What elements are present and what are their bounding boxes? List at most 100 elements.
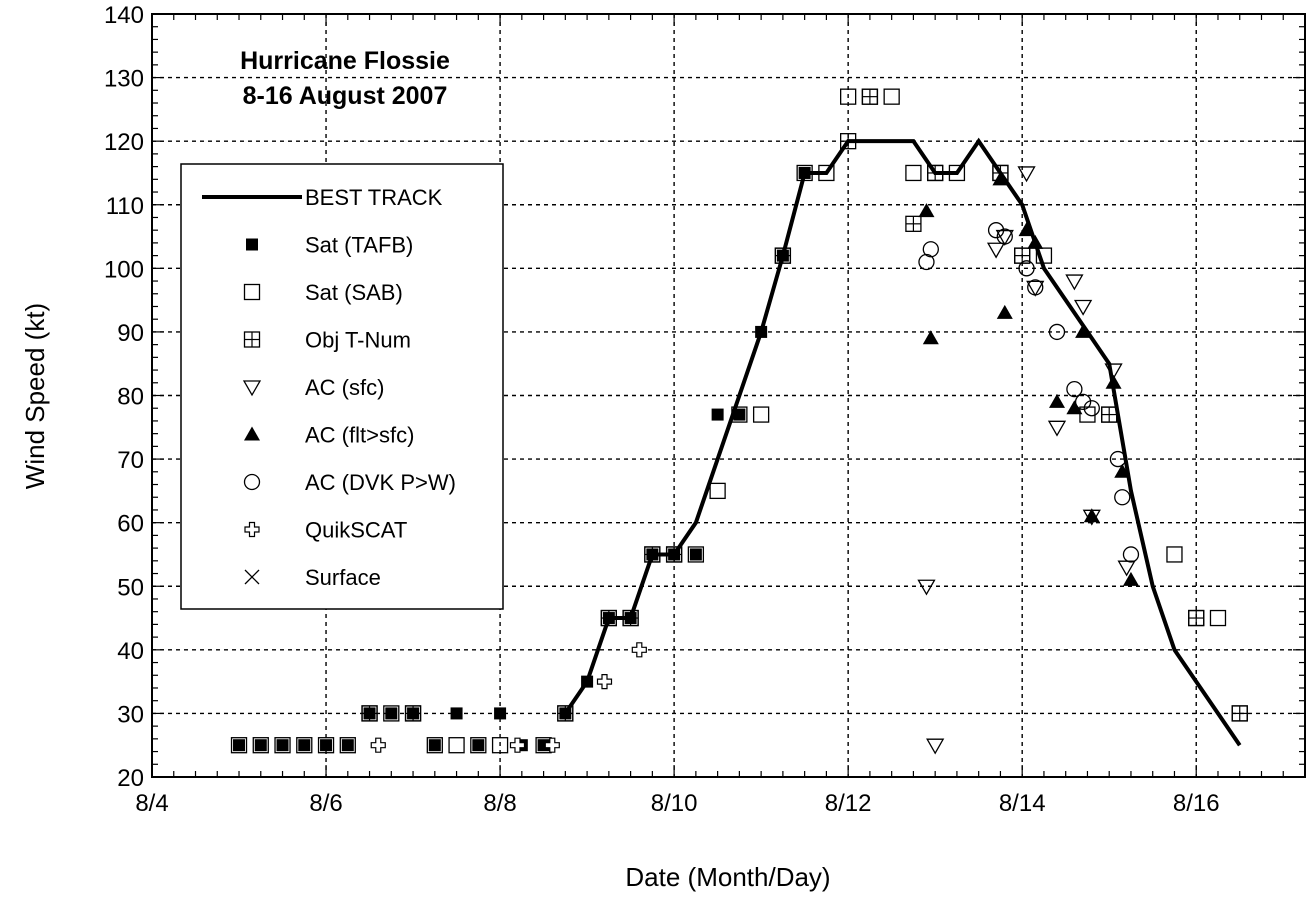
y-axis-title: Wind Speed (kt) <box>20 303 50 489</box>
point-ac-flt-sfc <box>1066 400 1083 415</box>
point-obj-t-num <box>1188 609 1205 627</box>
point-obj-t-num <box>840 133 857 150</box>
point-ac-flt-sfc <box>996 304 1013 319</box>
point-ac-flt-sfc <box>922 330 939 345</box>
point-ac-dvk-p-w <box>996 228 1013 245</box>
point-sat-tafb <box>602 612 615 625</box>
point-ac-flt-sfc <box>992 171 1009 186</box>
point-sat-sab <box>296 737 313 754</box>
point-ac-sfc <box>986 242 1006 259</box>
point-ac-sfc <box>1017 166 1036 183</box>
y-tick-label: 20 <box>117 765 144 792</box>
y-tick-label: 80 <box>117 384 144 411</box>
point-ac-flt-sfc <box>1048 393 1065 408</box>
point-sat-sab <box>426 737 443 754</box>
point-sat-sab <box>709 482 726 500</box>
x-axis-title: Date (Month/Day) <box>625 862 830 892</box>
point-sat-tafb <box>559 707 572 720</box>
legend-symbol-ac-sfc <box>242 380 262 397</box>
legend-item-obj-t-num: Obj T-Num <box>243 328 411 353</box>
point-sat-sab <box>448 737 465 754</box>
legend-label: Sat (SAB) <box>305 280 403 305</box>
y-tick-label: 140 <box>104 2 144 29</box>
legend-item-sat-sab: Sat (SAB) <box>243 280 403 305</box>
point-sat-tafb <box>733 408 746 421</box>
legend-label: QuikSCAT <box>305 518 407 543</box>
point-obj-t-num <box>927 164 944 182</box>
point-sat-sab <box>230 737 248 754</box>
point-quikscat <box>370 737 386 753</box>
point-sat-sab <box>491 737 509 754</box>
legend-symbol-ac-flt-sfc <box>244 426 260 441</box>
point-ac-flt-sfc <box>1018 222 1035 237</box>
point-sat-tafb <box>254 739 267 752</box>
point-ac-flt-sfc <box>1105 374 1122 389</box>
legend-item-sat-tafb: Sat (TAFB) <box>246 233 413 258</box>
x-tick-label: 8/14 <box>999 790 1046 817</box>
point-ac-sfc <box>1117 560 1136 577</box>
legend-label: Surface <box>305 565 381 590</box>
point-sat-sab <box>383 705 400 722</box>
point-ac-dvk-p-w <box>1122 546 1140 563</box>
point-ac-sfc <box>1073 299 1093 316</box>
y-tick-label: 30 <box>117 701 144 728</box>
point-ac-sfc <box>1065 274 1084 291</box>
y-tick-label: 50 <box>117 574 144 601</box>
point-ac-sfc <box>1104 363 1123 380</box>
point-ac-dvk-p-w <box>1114 489 1131 506</box>
point-sat-tafb <box>428 739 441 752</box>
legend-item-ac-sfc: AC (sfc) <box>242 375 384 400</box>
point-quikscat <box>544 737 560 753</box>
point-sat-tafb <box>798 166 811 179</box>
point-sat-tafb <box>298 739 311 752</box>
y-tick-label: 130 <box>104 66 144 93</box>
point-obj-t-num <box>905 215 922 232</box>
point-ac-flt-sfc <box>1075 323 1092 338</box>
point-sat-sab <box>339 737 356 754</box>
legend-item-ac-dvk-p-w: AC (DVK P>W) <box>243 470 456 495</box>
point-sat-tafb <box>276 739 289 752</box>
point-ac-flt-sfc <box>1083 508 1100 523</box>
point-ac-sfc <box>995 229 1014 246</box>
point-ac-dvk-p-w <box>1066 380 1083 398</box>
point-sat-sab <box>752 406 770 423</box>
point-ac-sfc <box>926 738 945 755</box>
best-track-line <box>563 137 1242 747</box>
point-obj-t-num <box>1231 705 1248 722</box>
point-ac-dvk-p-w <box>1109 450 1127 468</box>
point-ac-sfc <box>1047 420 1067 437</box>
legend-label: AC (flt>sfc) <box>305 423 414 448</box>
point-sat-tafb <box>755 325 768 338</box>
point-obj-t-num <box>1014 247 1031 264</box>
legend-item-quikscat: QuikSCAT <box>244 518 407 543</box>
point-sat-sab <box>1166 546 1183 563</box>
legend-item-best-track: BEST TRACK <box>202 185 443 210</box>
point-sat-tafb <box>689 548 702 561</box>
point-sat-sab <box>1209 609 1227 627</box>
point-sat-sab <box>687 546 705 563</box>
point-sat-sab <box>317 737 335 754</box>
legend-label: BEST TRACK <box>305 185 443 210</box>
point-ac-dvk-p-w <box>1018 260 1035 277</box>
legend-item-ac-flt-sfc: AC (flt>sfc) <box>244 423 414 448</box>
legend-symbol-ac-dvk-p-w <box>243 473 261 491</box>
point-ac-flt-sfc <box>918 203 935 218</box>
point-sat-sab <box>905 164 922 182</box>
point-sat-sab <box>252 737 269 754</box>
point-sat-sab <box>948 164 966 182</box>
point-sat-tafb <box>494 707 507 720</box>
y-tick-label: 70 <box>117 447 144 474</box>
point-ac-flt-sfc <box>1114 463 1131 478</box>
legend-symbol-sat-tafb <box>246 238 258 251</box>
x-tick-label: 8/6 <box>309 790 342 817</box>
y-tick-label: 120 <box>104 129 144 156</box>
point-ac-flt-sfc <box>1027 234 1044 249</box>
point-obj-t-num <box>1101 406 1118 423</box>
point-sat-tafb <box>581 675 594 688</box>
axis-tick-labels: 8/4 8/6 8/8 8/10 8/12 8/14 8/16 20 30 40 50 60 70 80 9… <box>104 2 1220 817</box>
point-sat-tafb <box>233 739 246 752</box>
axis-ticks <box>151 13 1306 778</box>
chart-subtitle: 8-16 August 2007 <box>243 82 448 110</box>
legend-box <box>180 163 504 610</box>
